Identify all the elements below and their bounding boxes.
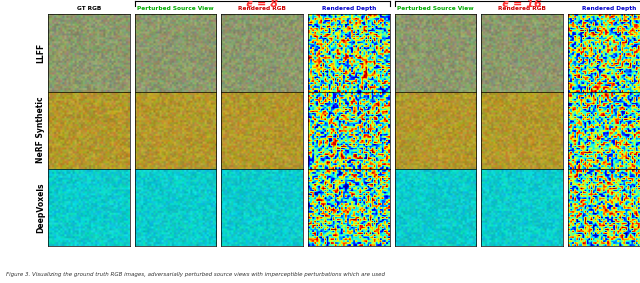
Text: Perturbed Source View: Perturbed Source View bbox=[397, 6, 474, 11]
Text: Rendered Depth: Rendered Depth bbox=[322, 6, 376, 11]
Text: ϵ = 8: ϵ = 8 bbox=[246, 0, 278, 8]
Text: Rendered Depth: Rendered Depth bbox=[582, 6, 636, 11]
Text: Figure 3. Visualizing the ground truth RGB images, adversarially perturbed sourc: Figure 3. Visualizing the ground truth R… bbox=[6, 272, 385, 277]
Text: LLFF: LLFF bbox=[36, 43, 45, 63]
Text: Perturbed Source View: Perturbed Source View bbox=[137, 6, 214, 11]
Text: Rendered RGB: Rendered RGB bbox=[498, 6, 546, 11]
Text: GT RGB: GT RGB bbox=[77, 6, 101, 11]
Text: ϵ = 16: ϵ = 16 bbox=[502, 0, 542, 8]
Text: Rendered RGB: Rendered RGB bbox=[238, 6, 286, 11]
Text: DeepVoxels: DeepVoxels bbox=[36, 182, 45, 233]
Text: NeRF Synthetic: NeRF Synthetic bbox=[36, 97, 45, 164]
